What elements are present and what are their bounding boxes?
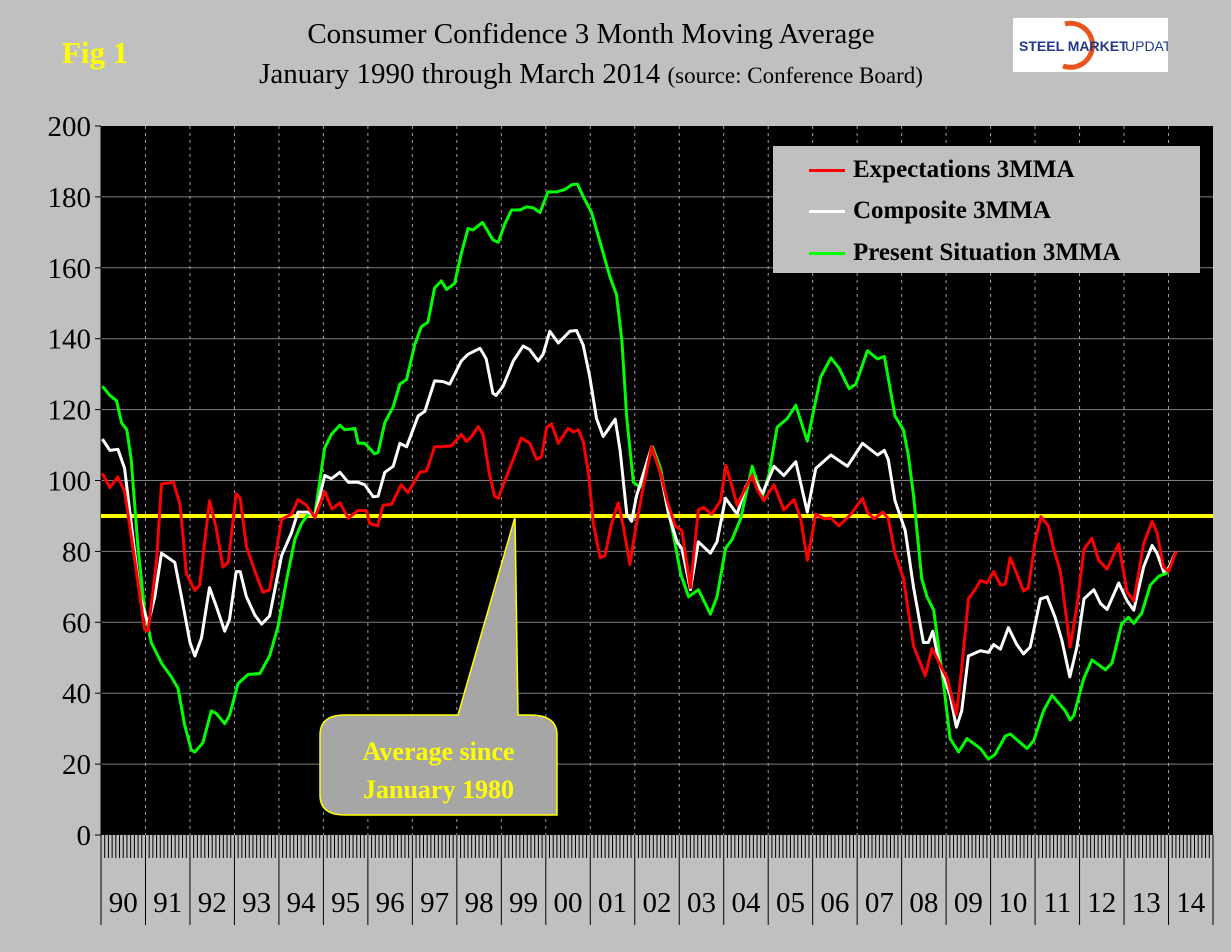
legend-swatch-red [809, 168, 845, 172]
chart-subtitle: January 1990 through March 2014 (source:… [180, 58, 1002, 91]
y-tick-label: 120 [48, 395, 92, 427]
source-note: (source: Conference Board) [667, 63, 923, 88]
legend-item-expectations: Expectations 3MMA [809, 150, 1075, 190]
y-tick-label: 0 [77, 820, 92, 852]
x-tick-label: 08 [909, 887, 938, 919]
legend-label: Expectations 3MMA [853, 156, 1075, 183]
y-tick-label: 160 [48, 253, 92, 285]
figure-label: Fig 1 [62, 35, 129, 70]
x-tick-label: 95 [331, 887, 360, 919]
x-tick-label: 14 [1176, 887, 1206, 919]
x-tick-label: 12 [1087, 887, 1116, 919]
callout-line-2: January 1980 [363, 775, 514, 804]
callout-text: Average since January 1980 [320, 733, 557, 809]
y-axis-ticks: 0 20 40 60 80 100 120 140 160 180 200 [48, 111, 102, 852]
subtitle-dates: January 1990 through March 2014 [259, 58, 661, 90]
x-tick-label: 07 [865, 887, 894, 919]
x-tick-label: 13 [1132, 887, 1161, 919]
series-lines [100, 182, 1178, 761]
legend-label: Present Situation 3MMA [853, 239, 1121, 266]
x-tick-label: 10 [998, 887, 1027, 919]
legend-item-present-situation: Present Situation 3MMA [809, 233, 1121, 273]
x-tick-label: 11 [1043, 887, 1071, 919]
x-tick-label: 90 [109, 887, 138, 919]
legend-item-composite: Composite 3MMA [809, 191, 1051, 231]
x-tick-label: 96 [376, 887, 405, 919]
y-tick-label: 100 [48, 466, 92, 498]
legend: Expectations 3MMA Composite 3MMA Present… [773, 146, 1200, 273]
y-tick-label: 200 [48, 111, 92, 143]
series-line-composite-3mma [101, 329, 1178, 729]
svg-text:STEEL MARKET: STEEL MARKET [1019, 38, 1128, 54]
x-tick-label: 94 [287, 887, 317, 919]
x-axis: 90 91 92 93 94 95 96 97 98 99 00 01 02 03 04 05 06 07 08 09… [100, 835, 1214, 925]
y-tick-label: 40 [62, 678, 91, 710]
callout-line-1: Average since [362, 737, 515, 766]
x-tick-label: 05 [776, 887, 805, 919]
series-line-expectations-3mma [100, 422, 1178, 716]
y-tick-label: 20 [62, 749, 91, 781]
y-tick-label: 60 [62, 607, 91, 639]
x-tick-label: 98 [465, 887, 494, 919]
legend-swatch-white [809, 209, 845, 213]
y-tick-label: 140 [48, 324, 92, 356]
x-tick-label: 03 [687, 887, 716, 919]
x-tick-label: 06 [820, 887, 849, 919]
y-tick-label: 80 [62, 536, 91, 568]
x-tick-label: 09 [954, 887, 983, 919]
x-tick-label: 04 [731, 887, 761, 919]
average-callout [319, 516, 558, 816]
chart-title: Consumer Confidence 3 Month Moving Avera… [307, 18, 875, 50]
series-line-present-situation-3mma [101, 182, 1178, 761]
x-tick-label: 99 [509, 887, 538, 919]
y-tick-label: 180 [48, 182, 92, 214]
legend-swatch-green [809, 251, 845, 255]
x-tick-label: 00 [554, 887, 583, 919]
horizontal-gridlines [101, 196, 1213, 765]
x-tick-label: 91 [153, 887, 182, 919]
x-tick-label: 02 [643, 887, 672, 919]
legend-label: Composite 3MMA [853, 197, 1051, 224]
x-tick-label: 93 [242, 887, 271, 919]
x-tick-label: 92 [198, 887, 227, 919]
x-tick-label: 97 [420, 887, 449, 919]
callout-bubble [319, 516, 558, 816]
x-tick-label: 01 [598, 887, 627, 919]
